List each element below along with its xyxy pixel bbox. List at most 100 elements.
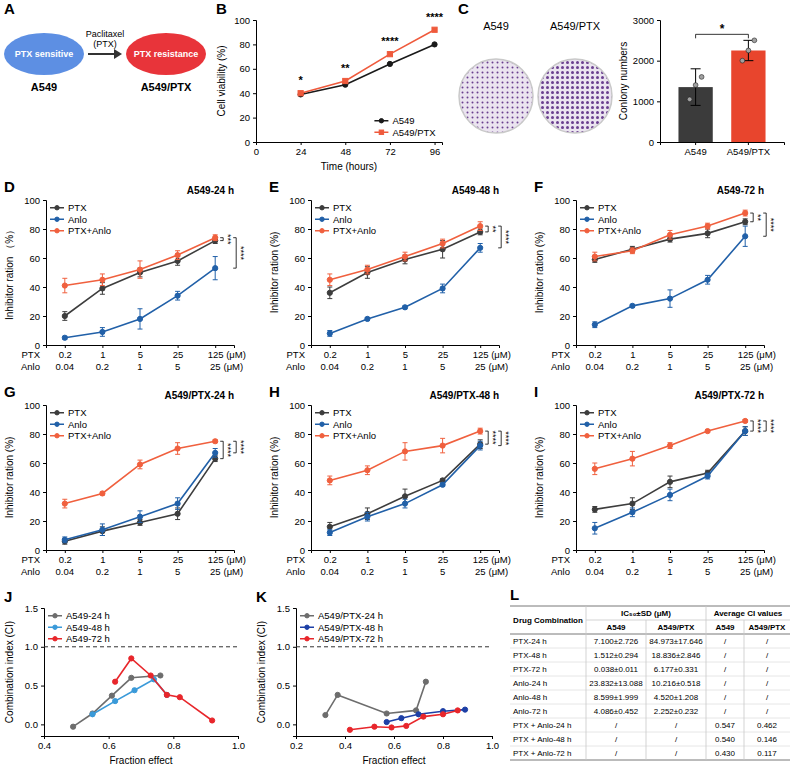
series-line — [330, 232, 480, 293]
table-cell: 0.038±0.011 — [594, 665, 638, 674]
tick: 100 — [289, 195, 311, 206]
tick-mark — [43, 258, 46, 259]
table-subheader: A549/PTX — [749, 623, 787, 632]
error-bar — [327, 274, 332, 286]
marker — [743, 429, 748, 434]
axis-title: Inhibitor ration (%) — [4, 437, 15, 519]
tick-mark — [41, 686, 44, 687]
arrow-label: Paclitaxel — [86, 29, 125, 39]
tick-label: 5 — [440, 361, 445, 372]
marker — [399, 716, 404, 721]
tick: 20 — [29, 516, 46, 527]
image-label: A549/PTX — [550, 20, 601, 32]
x-axis: 0.40.60.81.0 — [38, 736, 245, 751]
tick-label: 40 — [559, 487, 570, 498]
tick: 60 — [294, 253, 311, 264]
significance-bracket — [233, 441, 236, 453]
tick: 1 — [100, 550, 105, 565]
significance: **** — [223, 443, 233, 458]
marker — [592, 322, 597, 327]
series-line — [65, 453, 215, 540]
tick-label: 0.5 — [277, 680, 290, 691]
legend-label: A549/PTX-48 h — [318, 622, 383, 633]
error-bar — [478, 244, 483, 253]
marker — [440, 443, 445, 448]
tick-label: 0.6 — [388, 740, 401, 751]
tick: 24 — [296, 142, 307, 157]
marker — [592, 507, 597, 512]
panel-letter: I — [534, 383, 538, 400]
error-bar — [213, 257, 218, 280]
error-bar — [403, 252, 408, 261]
marker — [137, 462, 142, 467]
tick: 60 — [29, 253, 46, 264]
tick-label: 2000 — [633, 55, 654, 66]
table-cell: / — [724, 637, 727, 646]
series-line — [65, 238, 215, 286]
table-header: IC₅₀±SD (μM) — [621, 609, 671, 618]
tick: 1.0 — [232, 736, 245, 751]
tick-mark — [708, 550, 709, 553]
panel-letter: D — [4, 178, 15, 195]
tick: 40 — [294, 487, 311, 498]
tick: 0.6 — [103, 736, 116, 751]
legend-label: PTX+Anlo — [598, 225, 641, 236]
tick-label: 25 — [210, 566, 221, 577]
node-label: A549 — [31, 81, 57, 93]
tick: 80 — [294, 429, 311, 440]
tick: 0.2 — [59, 550, 72, 565]
series-line — [115, 658, 212, 720]
series-line — [350, 710, 458, 729]
tick: 60 — [559, 253, 576, 264]
marker — [440, 241, 445, 246]
axis-title: Combination index (CI) — [4, 621, 15, 723]
tick-label: 20 — [239, 112, 250, 123]
error-bar — [478, 428, 483, 434]
tick: 5 — [138, 550, 143, 565]
legend-marker — [585, 422, 589, 426]
error-bar — [630, 248, 635, 254]
error-bar — [403, 443, 408, 460]
legend: PTXAnloPTX+Anlo — [580, 407, 641, 441]
tick-label: 40 — [559, 282, 570, 293]
error-bar — [743, 219, 748, 225]
tick-mark — [595, 550, 596, 553]
tick: 0.0 — [25, 719, 44, 730]
panel: HInhibitor ration (%)0204060801000.21525… — [269, 383, 511, 577]
table-cell: / — [766, 651, 769, 660]
table-rule — [586, 620, 790, 621]
axis-line — [41, 609, 45, 737]
significance-bracket — [485, 431, 488, 444]
marks — [592, 418, 748, 534]
error-bar — [668, 489, 673, 501]
panel: KCombination index (CI)0.00.51.01.50.20.… — [256, 588, 499, 766]
error-bar — [365, 466, 370, 475]
legend-label: PTX — [598, 202, 617, 213]
tick-label: 25 — [475, 566, 486, 577]
marker — [175, 446, 180, 451]
legend: PTXAnloPTX+Anlo — [580, 202, 641, 236]
legend-marker — [585, 217, 589, 221]
tick-label: 40 — [294, 282, 305, 293]
error-bar — [630, 508, 635, 517]
marker — [705, 277, 710, 282]
row-name: Anlo — [21, 566, 40, 577]
tick-label: 0.2 — [626, 566, 639, 577]
tick-mark — [573, 345, 576, 346]
x-axis: 0.21525125 — [312, 550, 500, 565]
tick: 25 — [438, 345, 449, 360]
tick: 125 — [473, 345, 489, 360]
axis-title: Fraction effect — [362, 755, 425, 766]
marker — [432, 27, 437, 32]
tick-label: 0.2 — [361, 361, 374, 372]
marker — [387, 52, 392, 57]
tick-mark — [657, 142, 660, 143]
significance: **** — [381, 35, 399, 47]
error-bar — [175, 498, 180, 510]
tick-mark — [253, 118, 256, 119]
table-cell: / — [766, 693, 769, 702]
tick: 72 — [385, 142, 396, 157]
tick-mark — [308, 434, 311, 435]
significance: ** — [753, 214, 763, 222]
plot: 0204060801000.21525125PTXAnlo0.040.21525… — [21, 390, 246, 577]
